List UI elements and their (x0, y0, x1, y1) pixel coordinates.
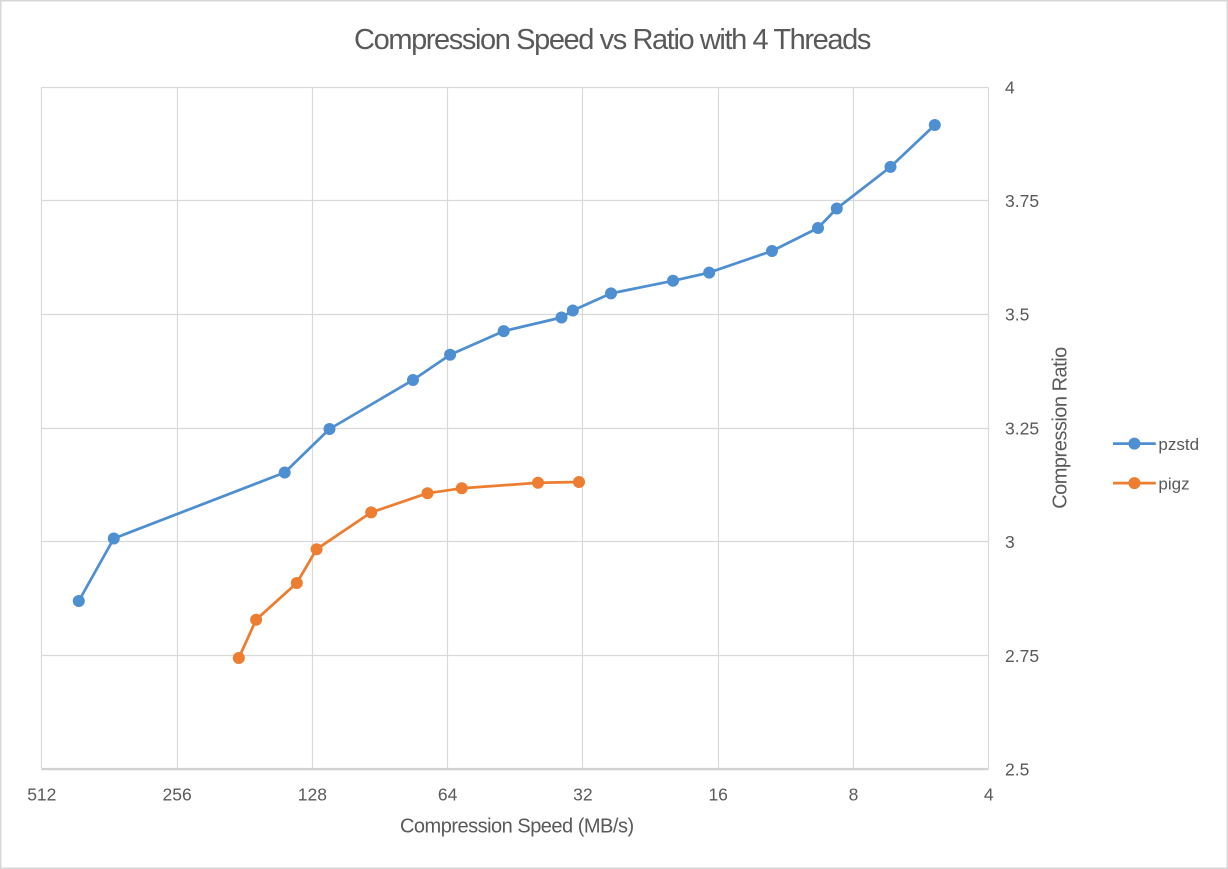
svg-text:Compression Ratio: Compression Ratio (1050, 347, 1072, 509)
svg-text:Compression Speed (MB/s): Compression Speed (MB/s) (400, 816, 634, 838)
svg-text:256: 256 (162, 785, 191, 805)
svg-text:512: 512 (27, 785, 56, 805)
svg-text:pzstd: pzstd (1158, 435, 1199, 454)
svg-text:64: 64 (438, 785, 458, 805)
svg-text:2.75: 2.75 (1005, 646, 1039, 666)
svg-text:4: 4 (984, 785, 994, 805)
svg-text:pigz: pigz (1158, 474, 1189, 493)
svg-text:3.5: 3.5 (1005, 305, 1029, 325)
svg-text:128: 128 (298, 785, 327, 805)
svg-text:3.25: 3.25 (1005, 418, 1039, 438)
svg-text:8: 8 (849, 785, 859, 805)
svg-text:4: 4 (1005, 77, 1015, 97)
svg-text:32: 32 (573, 785, 592, 805)
svg-text:3.75: 3.75 (1005, 191, 1039, 211)
svg-text:2.5: 2.5 (1005, 759, 1029, 779)
svg-text:3: 3 (1005, 532, 1015, 552)
svg-text:Compression Speed vs Ratio wit: Compression Speed vs Ratio with 4 Thread… (354, 24, 871, 56)
svg-text:16: 16 (708, 785, 727, 805)
